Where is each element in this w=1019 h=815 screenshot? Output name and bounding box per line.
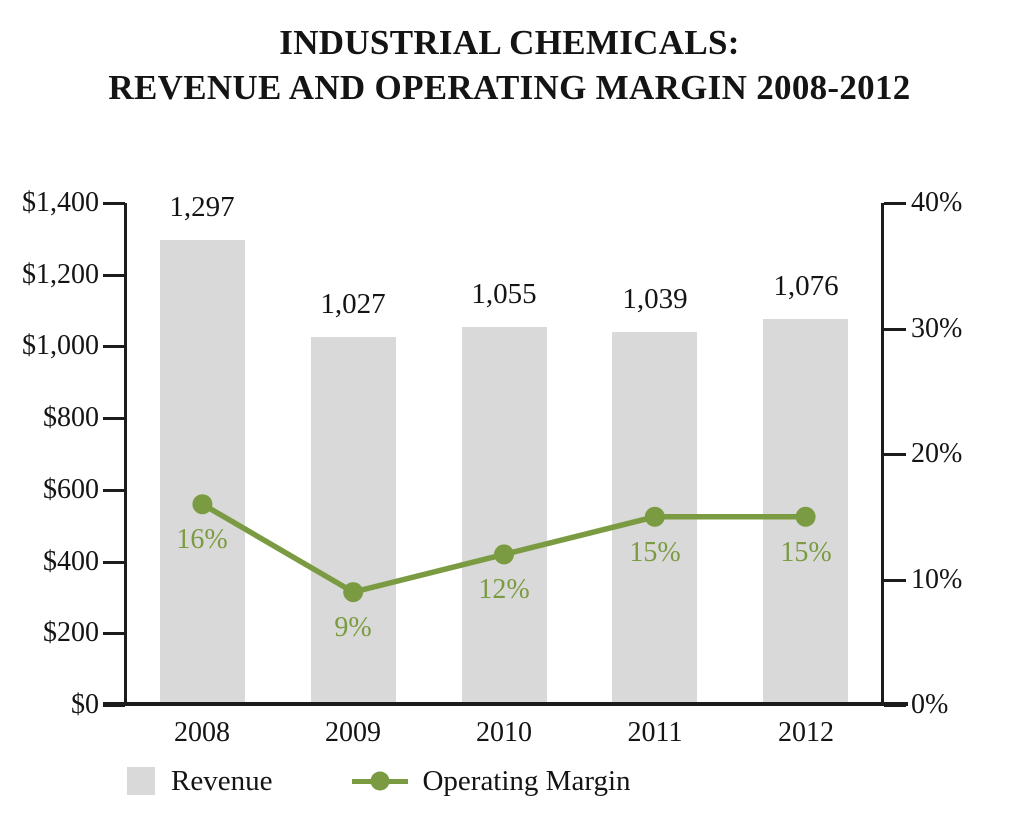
legend-item-revenue: Revenue <box>127 765 272 798</box>
bar-2009 <box>311 337 396 705</box>
margin-value-label-2008: 16% <box>176 524 228 555</box>
operating-margin-point-2011 <box>644 506 665 527</box>
left-axis-tick-label: $600 <box>43 474 99 505</box>
left-axis-tick-label: $0 <box>71 689 99 720</box>
left-axis-tick-label: $1,200 <box>22 259 99 290</box>
left-axis-tick-label: $1,400 <box>22 187 99 218</box>
x-tick-label-2010: 2010 <box>476 717 532 748</box>
x-tick-label-2008: 2008 <box>174 717 230 748</box>
right-axis-tick <box>884 579 906 582</box>
bar-value-label-2011: 1,039 <box>622 283 688 315</box>
right-axis-tick <box>884 328 906 331</box>
right-axis-tick <box>884 202 906 205</box>
operating-margin-point-2008 <box>192 494 213 515</box>
left-axis-tick <box>103 561 125 564</box>
left-axis-tick <box>103 632 125 635</box>
margin-value-label-2009: 9% <box>334 612 372 643</box>
left-axis-tick-label: $400 <box>43 546 99 577</box>
chart-title: INDUSTRIAL CHEMICALS: REVENUE AND OPERAT… <box>0 20 1019 110</box>
legend-label-revenue: Revenue <box>171 764 273 797</box>
bar-2008 <box>160 240 245 705</box>
right-axis-tick-label: 30% <box>911 313 963 344</box>
right-axis-tick-label: 20% <box>911 438 963 469</box>
right-axis-tick-label: 10% <box>911 564 963 595</box>
chart-title-line2: REVENUE AND OPERATING MARGIN 2008-2012 <box>108 68 911 107</box>
legend-label-operating-margin: Operating Margin <box>422 764 631 797</box>
legend: Revenue Operating Margin <box>127 761 631 801</box>
left-axis-tick-label: $200 <box>43 617 99 648</box>
operating-margin-point-2010 <box>494 544 514 565</box>
left-axis-tick <box>103 274 125 277</box>
left-axis-tick-label: $1,000 <box>22 330 99 361</box>
bar-value-label-2010: 1,055 <box>471 278 537 310</box>
left-axis-tick <box>103 202 125 205</box>
operating-margin-point-2012 <box>795 506 816 527</box>
right-axis-tick <box>884 704 906 707</box>
right-axis-tick-label: 0% <box>911 689 949 720</box>
bar-value-label-2008: 1,297 <box>169 191 235 223</box>
line-marker-dot-icon <box>370 771 390 791</box>
right-axis-spine <box>881 203 884 705</box>
operating-margin-swatch-icon <box>352 771 409 791</box>
x-tick-label-2012: 2012 <box>778 717 834 748</box>
x-tick-label-2011: 2011 <box>627 717 683 748</box>
left-axis-tick <box>103 417 125 420</box>
margin-value-label-2010: 12% <box>478 574 530 605</box>
operating-margin-line <box>192 494 816 603</box>
bar-2010 <box>462 327 547 705</box>
margin-value-label-2012: 15% <box>780 537 832 568</box>
revenue-swatch-icon <box>127 767 155 795</box>
x-tick-label-2009: 2009 <box>325 717 381 748</box>
left-axis-tick-label: $800 <box>43 402 99 433</box>
legend-item-operating-margin: Operating Margin <box>352 764 631 798</box>
left-axis-tick <box>103 489 125 492</box>
operating-margin-point-2009 <box>343 582 364 603</box>
bar-value-label-2009: 1,027 <box>320 288 386 320</box>
right-axis-tick <box>884 453 906 456</box>
left-axis-tick <box>103 704 125 707</box>
bar-value-label-2012: 1,076 <box>773 270 839 302</box>
left-axis-spine <box>124 203 127 705</box>
margin-value-label-2011: 15% <box>629 537 681 568</box>
x-axis-line <box>103 702 908 706</box>
right-axis-tick-label: 40% <box>911 187 963 218</box>
left-axis-tick <box>103 345 125 348</box>
chart-title-line1: INDUSTRIAL CHEMICALS: <box>279 23 740 62</box>
